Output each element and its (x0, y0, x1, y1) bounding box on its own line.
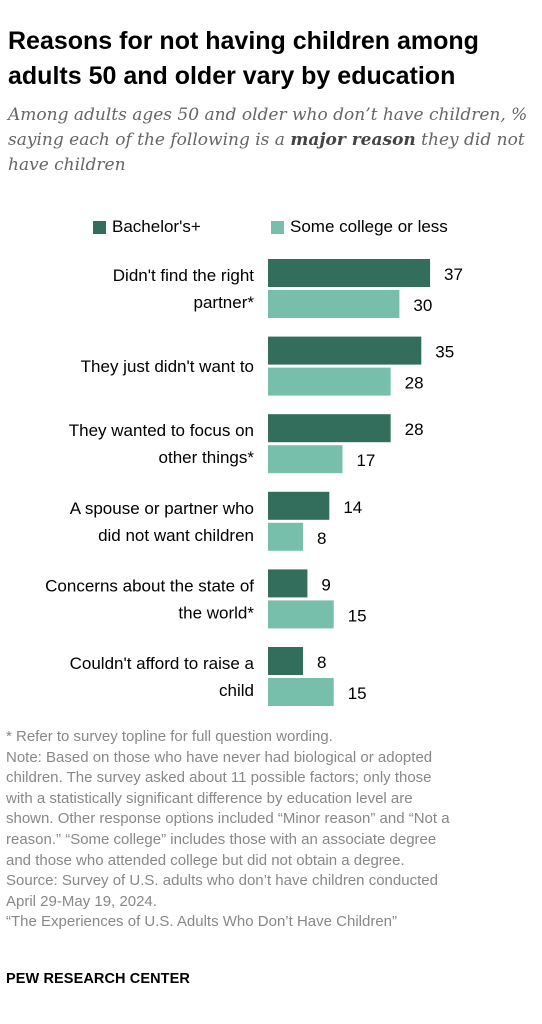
category-label: other things* (159, 448, 255, 467)
value-label-some-college: 8 (317, 529, 326, 548)
bar-some-college (268, 367, 391, 396)
bar-bachelors (268, 491, 330, 520)
category-label: A spouse or partner who (70, 499, 254, 518)
bar-bachelors (268, 259, 431, 287)
bar-chart: 37 30 Didn't find the right partner* 35 28 The… (45, 259, 463, 706)
note-line: Note: Based on those who have never had … (6, 748, 433, 766)
legend-item-some-college: Some college or less (271, 217, 448, 237)
source-line: April 29-May 19, 2024. (6, 892, 157, 910)
bar-some-college (268, 445, 343, 474)
value-label-some-college: 15 (348, 606, 367, 625)
note-line: reason.” “Some college” includes those w… (6, 830, 437, 848)
chart-notes: * Refer to survey topline for full quest… (6, 727, 536, 933)
note-line: with a statistically significant differe… (6, 789, 413, 807)
footnote-asterisk: * Refer to survey topline for full quest… (6, 728, 333, 745)
bar-some-college (268, 600, 334, 629)
note-line: and those who attended college but did n… (6, 851, 405, 869)
category-label: They just didn't want to (81, 357, 254, 376)
report-title: “The Experiences of U.S. Adults Who Don’… (6, 913, 398, 931)
chart-subtitle: Among adults ages 50 and older who don’t… (8, 103, 534, 178)
bar-bachelors (268, 569, 308, 598)
value-label-bachelors: 28 (405, 420, 424, 439)
legend-label-some-college: Some college or less (290, 217, 448, 236)
value-label-some-college: 28 (405, 374, 424, 393)
value-label-some-college: 15 (348, 684, 367, 703)
value-label-bachelors: 9 (321, 575, 330, 594)
chart-title: Reasons for not having children among ad… (8, 27, 479, 90)
bar-some-college (268, 678, 334, 706)
legend-swatch-bachelors (93, 220, 106, 234)
category-label: child (219, 681, 254, 700)
value-label-bachelors: 35 (435, 343, 454, 362)
category-label: They wanted to focus on (69, 421, 254, 440)
subtitle-text-end: they did not have children (8, 130, 525, 175)
category-label: Concerns about the state of (45, 576, 254, 595)
subtitle-text-start: Among adults ages 50 and older who don’t… (8, 105, 528, 150)
value-label-some-college: 30 (413, 296, 432, 315)
value-label-bachelors: 37 (444, 265, 463, 284)
category-label: Didn't find the right (113, 266, 254, 285)
bar-some-college (268, 522, 304, 551)
bar-bachelors (268, 647, 304, 675)
category-label: the world* (178, 603, 254, 622)
bar-some-college (268, 290, 400, 318)
legend-swatch-some-college (271, 220, 284, 234)
pew-research-logo-text: PEW RESEARCH CENTER (6, 971, 190, 987)
note-line: shown. Other response options included “… (6, 810, 450, 828)
legend-item-bachelors: Bachelor's+ (93, 217, 201, 237)
category-label: Couldn't afford to raise a (70, 654, 255, 673)
value-label-some-college: 17 (356, 451, 375, 470)
note-line: children. The survey asked about 11 poss… (6, 769, 432, 787)
category-label: did not want children (98, 526, 254, 545)
value-label-bachelors: 8 (317, 653, 326, 672)
category-label: partner* (194, 293, 255, 312)
subtitle-emphasis: major reason (290, 130, 416, 150)
legend-label-bachelors: Bachelor's+ (112, 217, 201, 236)
value-label-bachelors: 14 (343, 498, 362, 517)
bar-bachelors (268, 336, 422, 365)
bar-bachelors (268, 414, 391, 443)
source-line: Source: Survey of U.S. adults who don’t … (6, 872, 438, 890)
